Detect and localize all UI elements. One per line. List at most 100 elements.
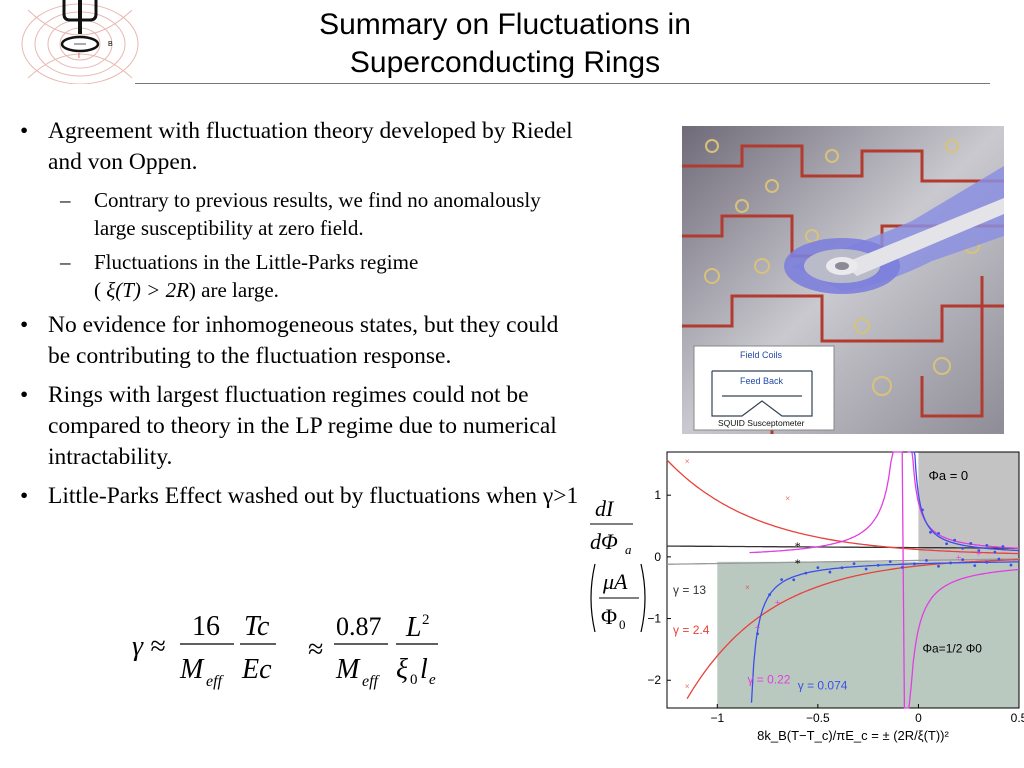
data-point-blue <box>888 560 892 564</box>
data-point-blue <box>816 566 820 570</box>
data-point-blue <box>864 567 868 571</box>
formula-num1: 16 <box>192 611 220 642</box>
ylabel-bottom-den-sub: 0 <box>619 617 626 632</box>
title-line-2: Superconducting Rings <box>349 46 661 79</box>
series-gamma-13-line <box>667 545 1019 549</box>
ylabel-bottom-num: μA <box>602 569 628 594</box>
data-point-blue <box>997 557 1001 561</box>
ylabel-top-den: dΦ <box>590 529 618 554</box>
bullet-inhomogeneous: No evidence for inhomogeneous states, bu… <box>18 310 583 372</box>
data-point-blue <box>993 550 997 554</box>
formula-den2: Ec <box>241 654 272 685</box>
region-half-flux <box>717 561 1019 708</box>
data-point-blue <box>937 564 940 568</box>
data-point-blue <box>961 546 965 550</box>
formula-den1-sub: eff <box>206 673 225 690</box>
data-point-blue <box>756 632 759 636</box>
title-divider <box>135 83 990 84</box>
sub-bullet-contrary: – Contrary to previous results, we find … <box>18 186 583 242</box>
data-point-magenta: + <box>775 598 781 609</box>
formula-den3-sub: eff <box>362 673 381 690</box>
inset-field-coils: Field Coils <box>740 350 783 360</box>
paren-open: ( <box>94 278 101 302</box>
ylabel-bottom-den: Φ <box>601 604 617 629</box>
region-label-zero: Φa = 0 <box>928 468 968 483</box>
sub-bullet-fluctuations-text: Fluctuations in the Little-Parks regime <box>94 250 419 274</box>
data-point-blue <box>900 565 904 569</box>
sub-bullet-fluctuations: – Fluctuations in the Little-Parks regim… <box>18 248 583 304</box>
data-point-blue <box>953 538 957 542</box>
data-point-magenta: + <box>976 549 982 560</box>
inline-formula: ξ(T) > 2R <box>106 278 189 302</box>
data-point-blue <box>921 508 924 512</box>
formula-den1: M <box>179 654 205 685</box>
x-tick-label: −0.5 <box>806 711 830 725</box>
formula-den3: M <box>335 654 361 685</box>
data-point-blue <box>961 558 965 562</box>
series-label-0: γ = 13 <box>673 583 706 597</box>
series-label-1: γ = 2.4 <box>673 623 710 637</box>
data-point-blue <box>949 561 953 565</box>
series-label-2: γ = 0.22 <box>747 672 790 686</box>
ylabel-top-den-sub: a <box>625 542 632 557</box>
dash-marker: – <box>60 250 71 274</box>
data-point-blue <box>840 566 844 570</box>
inset-feed-back: Feed Back <box>740 376 784 386</box>
data-point-blue <box>804 571 808 575</box>
fluctuation-plot: dI dΦ a μA Φ 0 −1 −0.5 0 0.5 1 0 −1 −2 + + + + × × × × *… <box>590 451 1024 743</box>
formula-approx: ≈ <box>308 634 323 665</box>
data-point-blue <box>852 562 856 566</box>
x-tick-label: 0 <box>915 711 922 725</box>
y-tick-label: −1 <box>647 612 661 626</box>
data-point-magenta: + <box>956 553 962 564</box>
data-point-blue <box>977 549 981 553</box>
data-point-red: × <box>745 583 750 593</box>
series-label-3: γ = 0.074 <box>798 678 848 692</box>
data-point-magenta: + <box>755 623 761 634</box>
data-point-blue <box>937 532 940 535</box>
formula-gamma: γ ≈ <box>132 631 165 662</box>
data-point-blue <box>1001 545 1005 548</box>
data-point-blue <box>876 563 880 567</box>
formula-num2: Tc <box>244 611 270 642</box>
data-point-blue <box>929 530 932 534</box>
formula-den4: ξ <box>396 654 408 685</box>
data-point-blue <box>780 578 784 582</box>
gamma-formula: γ ≈ 16 M eff Tc Ec ≈ 0.87 M eff L 2 ξ 0 … <box>132 611 438 690</box>
formula-num3: 0.87 <box>336 612 382 641</box>
data-point-blue <box>925 559 928 562</box>
bullet-agreement: Agreement with fluctuation theory develo… <box>18 116 583 178</box>
data-point-red: × <box>685 681 690 691</box>
dash-marker: – <box>60 188 71 212</box>
x-axis-label: 8k_B(T−T_c)/πE_c = ± (2R/ξ(T))² <box>757 728 949 743</box>
data-point-blue <box>828 570 832 574</box>
plot-frame <box>666 451 1020 709</box>
squid-inset-diagram: Field Coils Feed Back SQUID Susceptomete… <box>693 345 835 431</box>
ring-field-logo: B I <box>21 0 139 84</box>
data-point-black: * <box>795 556 801 570</box>
y-tick-label: −2 <box>647 673 661 687</box>
bullet-largest-regimes: Rings with largest fluctuation regimes c… <box>18 380 583 473</box>
data-point-red: × <box>785 493 790 503</box>
formula-num4: L <box>405 612 422 643</box>
logo-b-label: B <box>108 41 113 48</box>
region-label-half: Φa=1/2 Φ0 <box>922 641 982 655</box>
formula-den4-sub2: e <box>429 672 436 688</box>
data-point-blue <box>913 562 916 566</box>
data-point-blue <box>969 542 973 545</box>
y-tick-label: 1 <box>654 488 661 502</box>
y-tick-label: 0 <box>654 550 661 564</box>
series-gamma-0.074-upper <box>910 451 1019 552</box>
data-point-blue <box>985 543 989 547</box>
title-line-1: Summary on Fluctuations in <box>319 8 691 41</box>
series-gamma-0.074-lower <box>750 561 1019 703</box>
bullet-little-parks: Little-Parks Effect washed out by fluctu… <box>18 481 583 512</box>
data-point-blue <box>1009 563 1013 567</box>
data-point-blue <box>985 560 989 564</box>
data-point-blue <box>768 593 771 597</box>
data-point-black: * <box>795 539 801 553</box>
logo-i-label: I <box>78 53 80 60</box>
slide-title: Summary on Fluctuations in Superconducti… <box>230 6 780 82</box>
squid-ring-photo: Field Coils Feed Back SQUID Susceptomete… <box>682 126 1004 434</box>
ylabel-top-num: dI <box>595 496 615 521</box>
